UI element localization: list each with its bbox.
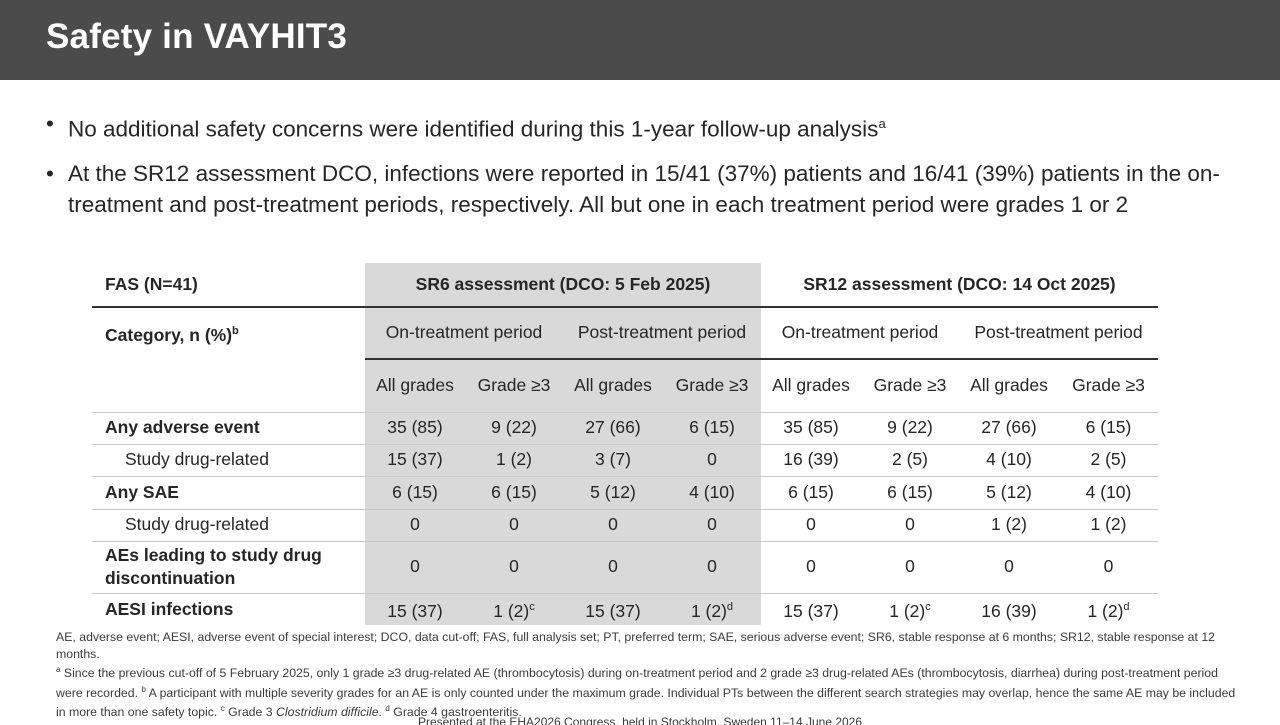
table-cell: 15 (37): [783, 600, 839, 621]
table-cell: 9 (22): [465, 412, 563, 445]
bullet-item: • At the SR12 assessment DCO, infections …: [46, 158, 1246, 220]
table-cell: 0: [365, 541, 465, 594]
table-cell: 4 (10): [959, 444, 1059, 477]
table-cell: 0: [365, 509, 465, 542]
table-cell: 6 (15): [761, 476, 861, 510]
table-cell: 1 (2)c: [889, 600, 931, 621]
blank-cell: [92, 359, 365, 413]
sr6-header: SR6 assessment (DCO: 5 Feb 2025): [365, 263, 761, 308]
row-label: AEs leading to study drug discontinuatio…: [92, 541, 365, 594]
table-cell: 0: [861, 541, 959, 594]
table-cell: 1 (2)c: [465, 593, 563, 625]
table-row: Any SAE 6 (15) 6 (15) 5 (12) 4 (10) 6 (1…: [92, 476, 1158, 510]
table-cell: 6 (15): [663, 412, 761, 445]
table-cell: 0: [1059, 541, 1158, 594]
table-cell: 9 (22): [861, 412, 959, 445]
table-row: Study drug-related 0 0 0 0 0 0 1 (2) 1 (…: [92, 509, 1158, 542]
table-cell: 2 (5): [861, 444, 959, 477]
row-label: Any adverse event: [92, 412, 365, 445]
table-cell: 0: [761, 541, 861, 594]
table-cell: 35 (85): [365, 412, 465, 445]
footnotes: AE, adverse event; AESI, adverse event o…: [56, 629, 1236, 721]
table-cell: 15 (37): [365, 444, 465, 477]
grade3-header: Grade ≥3: [465, 359, 563, 413]
table-cell: 0: [663, 541, 761, 594]
table-cell: 4 (10): [663, 476, 761, 510]
table-cell: 1 (2)d: [1087, 600, 1130, 621]
all-grades-header: All grades: [563, 359, 663, 413]
table-cell: 0: [663, 444, 761, 477]
row-label: AESI infections: [105, 598, 234, 619]
table-cell: 5 (12): [563, 476, 663, 510]
footnote-a-b: a Since the previous cut-off of 5 Februa…: [56, 665, 1236, 720]
table-cell: 0: [563, 509, 663, 542]
table-cell: 16 (39): [981, 600, 1037, 621]
row-label: Study drug-related: [92, 509, 365, 542]
bullet-item: • No additional safety concerns were iden…: [46, 108, 1246, 145]
grade3-header: Grade ≥3: [1059, 359, 1158, 413]
row-label: Study drug-related: [92, 444, 365, 477]
title-bar: Safety in VAYHIT3: [0, 0, 1280, 80]
fas-label: FAS (N=41): [92, 263, 365, 308]
table-cell: 27 (66): [959, 412, 1059, 445]
sr6-post-treatment-header: Post-treatment period: [563, 307, 761, 360]
sr12-post-treatment-header: Post-treatment period: [959, 307, 1158, 360]
bullet-text: No additional safety concerns were ident…: [68, 116, 879, 142]
row-label: Any SAE: [92, 476, 365, 510]
table-cell: 1 (2): [465, 444, 563, 477]
table-cell: 0: [465, 541, 563, 594]
footnote-marker: a: [878, 116, 886, 131]
table-cell: 27 (66): [563, 412, 663, 445]
congress-note: Presented at the EHA2026 Congress, held …: [417, 715, 863, 725]
table-cell: 6 (15): [861, 476, 959, 510]
safety-table: FAS (N=41) SR6 assessment (DCO: 5 Feb 20…: [92, 263, 1158, 625]
table-cell: 1 (2): [959, 509, 1059, 542]
bullet-dot: •: [46, 160, 54, 186]
bullet-text: At the SR12 assessment DCO, infections w…: [68, 160, 1220, 217]
table-cell: 0: [663, 509, 761, 542]
table-row: AESI infections 15 (37) 1 (2)c 15 (37) 1…: [92, 593, 1158, 625]
table-row: Study drug-related 15 (37) 1 (2) 3 (7) 0…: [92, 444, 1158, 477]
table-row: Any adverse event 35 (85) 9 (22) 27 (66)…: [92, 412, 1158, 445]
grade3-header: Grade ≥3: [861, 359, 959, 413]
sr12-on-treatment-header: On-treatment period: [761, 307, 959, 360]
abbreviations-note: AE, adverse event; AESI, adverse event o…: [56, 630, 1215, 661]
table-cell: 35 (85): [761, 412, 861, 445]
all-grades-header: All grades: [365, 359, 465, 413]
table-cell: 3 (7): [563, 444, 663, 477]
table-cell: 6 (15): [465, 476, 563, 510]
table-cell: 4 (10): [1059, 476, 1158, 510]
table-cell: 1 (2): [1059, 509, 1158, 542]
slide-title: Safety in VAYHIT3: [46, 17, 348, 56]
table-cell: 15 (37): [365, 593, 465, 625]
table-cell: 0: [465, 509, 563, 542]
category-header: Category, n (%)b: [105, 324, 239, 345]
table-cell: 15 (37): [563, 593, 663, 625]
table-cell: 0: [861, 509, 959, 542]
table-cell: 0: [563, 541, 663, 594]
all-grades-header: All grades: [959, 359, 1059, 413]
table-cell: 0: [761, 509, 861, 542]
table-cell: 5 (12): [959, 476, 1059, 510]
bullet-list: • No additional safety concerns were iden…: [46, 108, 1246, 233]
table-cell: 0: [959, 541, 1059, 594]
sr12-header: SR12 assessment (DCO: 14 Oct 2025): [761, 263, 1158, 308]
table-cell: 1 (2)d: [663, 593, 761, 625]
table-row: AEs leading to study drug discontinuatio…: [92, 541, 1158, 594]
table-cell: 16 (39): [761, 444, 861, 477]
table-cell: 6 (15): [365, 476, 465, 510]
all-grades-header: All grades: [761, 359, 861, 413]
table-cell: 2 (5): [1059, 444, 1158, 477]
grade3-header: Grade ≥3: [663, 359, 761, 413]
bullet-dot: •: [46, 111, 54, 136]
sr6-on-treatment-header: On-treatment period: [365, 307, 563, 360]
table-cell: 6 (15): [1059, 412, 1158, 445]
